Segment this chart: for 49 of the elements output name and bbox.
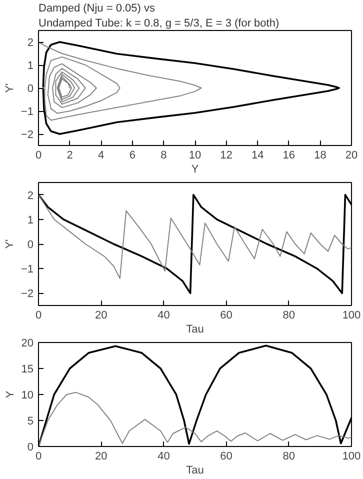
x-tick-label: 60 [220,450,232,462]
x-tick-label: 40 [158,450,170,462]
y-axis-title: Y [4,390,16,398]
x-tick-label: 10 [188,150,202,162]
chart-title: Damped (Nju = 0.05) vs [38,2,156,14]
x-tick-label: 40 [158,310,170,322]
y-tick-label: 0 [27,83,34,95]
x-tick-label: 100 [342,310,361,322]
x-tick-label: 14 [251,150,264,162]
x-axis-title: Y [191,164,200,176]
x-tick-label: 80 [282,450,296,462]
x-tick-label: 4 [98,150,104,162]
x-tick-label: 0 [35,150,42,162]
x-tick-label: 0 [35,450,42,462]
x-tick-label: 20 [345,150,358,162]
y-axis-title: Y' [4,83,16,93]
y-tick-label: 0 [27,239,34,251]
y-tick-label: 1 [27,214,34,226]
x-axis-title: Tau [186,464,204,476]
chart-subtitle: Undamped Tube: k = 0.8, g = 5/3, E = 3 (for both) [38,18,280,30]
x-tick-label: 0 [35,310,42,322]
y-tick-label: −2 [20,288,34,300]
y-tick-label: −1 [20,106,34,118]
y-tick-label: 10 [21,390,34,402]
x-tick-label: 20 [94,310,108,322]
line-series [42,41,340,135]
x-tick-label: 20 [94,450,108,462]
x-tick-label: 60 [220,310,232,322]
x-tick-label: 18 [314,150,326,162]
x-tick-label: 100 [342,450,361,462]
y-tick-label: 5 [27,416,34,428]
x-tick-label: 8 [160,150,167,162]
x-tick-label: 12 [220,150,232,162]
y-tick-label: −1 [20,264,34,276]
x-tick-label: 2 [66,150,73,162]
y-tick-label: 0 [27,442,34,454]
x-tick-label: 80 [282,310,296,322]
y-tick-label: 15 [21,364,34,376]
x-tick-label: 16 [282,150,296,162]
y-tick-label: 1 [27,60,34,72]
y-tick-label: 20 [21,338,34,350]
line-series [38,42,202,121]
line-series [38,194,352,279]
y-tick-label: 2 [27,190,34,202]
x-axis-title: Tau [186,324,204,336]
y-axis-title: Y' [4,239,16,249]
x-tick-label: 6 [129,150,136,162]
y-tick-label: 2 [27,37,34,49]
y-tick-label: −2 [20,129,34,141]
